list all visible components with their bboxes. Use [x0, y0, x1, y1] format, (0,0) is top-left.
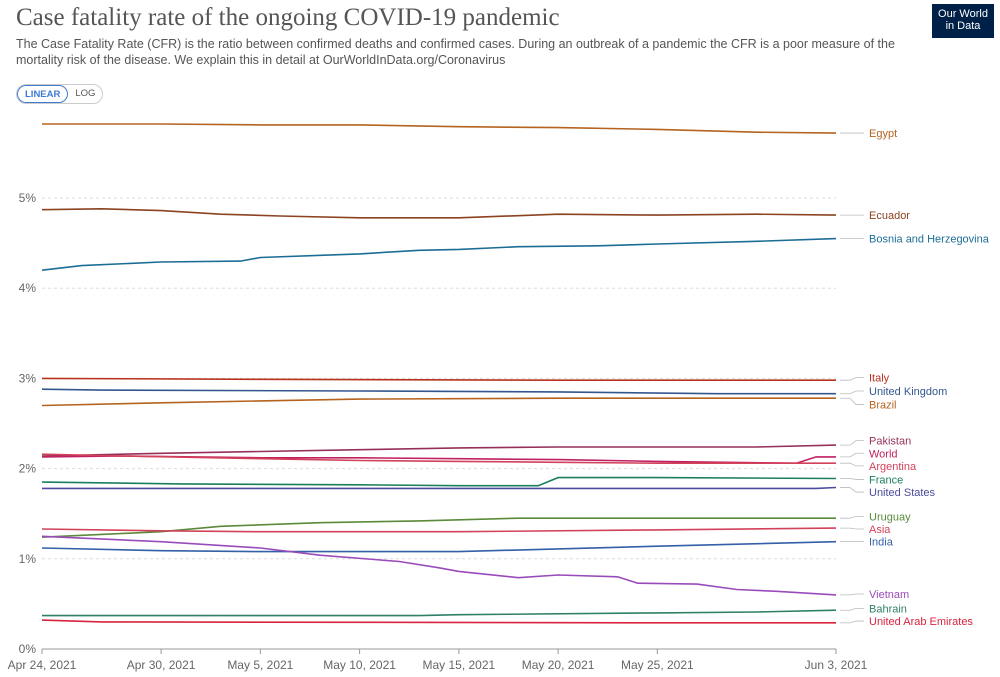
label-connector: [840, 620, 864, 624]
label-connector: [840, 478, 864, 480]
series-label: Asia: [869, 524, 891, 536]
series-label: United Kingdom: [869, 386, 947, 398]
label-connector: [840, 462, 864, 467]
series-line-asia: [41, 527, 837, 533]
series-line-vietnam: [41, 535, 837, 596]
y-tick-label: 0%: [19, 642, 37, 656]
y-tick-label: 4%: [19, 281, 37, 295]
label-connector: [840, 390, 864, 395]
logo-line-2: in Data: [945, 20, 981, 32]
series-label: Brazil: [869, 400, 897, 412]
series-line-italy: [41, 377, 836, 382]
label-connector: [840, 608, 864, 611]
series-line-uruguay: [41, 517, 836, 538]
x-tick-label: May 20, 2021: [522, 658, 595, 672]
series-line-india: [41, 540, 837, 553]
series-label: Ecuador: [869, 210, 910, 222]
series-line-bahrain: [42, 609, 837, 617]
x-tick-label: May 25, 2021: [621, 658, 694, 672]
series-line-bosnia-and-herzegovina: [41, 237, 837, 271]
label-connector: [840, 516, 864, 519]
y-tick-label: 1%: [19, 552, 37, 566]
owid-logo[interactable]: Our World in Data: [932, 4, 994, 38]
chart-title: Case fatality rate of the ongoing COVID-…: [16, 4, 560, 31]
x-tick-label: May 10, 2021: [323, 658, 396, 672]
series-line-pakistan: [41, 444, 837, 457]
label-connector: [840, 452, 864, 458]
x-tick-label: Apr 30, 2021: [127, 658, 196, 672]
series-line-egypt: [42, 123, 837, 134]
scale-toggle[interactable]: LINEAR LOG: [16, 84, 104, 104]
x-tick-label: Jun 3, 2021: [805, 658, 868, 672]
label-connector: [840, 593, 864, 596]
series-label: United Arab Emirates: [869, 616, 973, 628]
x-tick-label: May 15, 2021: [422, 658, 495, 672]
series-label: Bosnia and Herzegovina: [869, 234, 990, 246]
series-label: France: [869, 474, 903, 486]
series-label: Italy: [869, 372, 890, 384]
series-line-brazil: [41, 397, 836, 407]
series-label: India: [869, 537, 894, 549]
label-connector: [840, 487, 864, 493]
y-tick-label: 2%: [19, 462, 37, 476]
series-label: Bahrain: [869, 603, 907, 615]
label-connector: [840, 440, 864, 446]
series-line-france: [41, 476, 837, 487]
chart-subtitle: The Case Fatality Rate (CFR) is the rati…: [16, 37, 895, 67]
series-line-united-arab-emirates: [41, 619, 836, 624]
series-label: Argentina: [869, 461, 917, 473]
series-line-united-states: [42, 486, 837, 490]
label-connector: [840, 377, 864, 381]
series-label: Uruguay: [869, 511, 911, 523]
series-label: World: [869, 448, 898, 460]
label-connector: [840, 527, 864, 530]
series-line-ecuador: [41, 207, 837, 219]
series-label: Egypt: [869, 128, 897, 140]
series-label: Pakistan: [869, 436, 911, 448]
logo-line-1: Our World: [938, 8, 988, 20]
x-tick-label: Apr 24, 2021: [8, 658, 77, 672]
y-tick-label: 3%: [19, 371, 37, 385]
series-line-argentina: [41, 453, 836, 465]
series-label: United States: [869, 487, 936, 499]
series-line-united-kingdom: [41, 388, 836, 395]
x-tick-label: May 5, 2021: [227, 658, 293, 672]
log-scale-button[interactable]: LOG: [75, 88, 96, 99]
y-tick-label: 5%: [19, 191, 37, 205]
label-connector: [840, 397, 864, 405]
series-label: Vietnam: [869, 589, 909, 601]
linear-scale-button[interactable]: LINEAR: [17, 85, 69, 103]
